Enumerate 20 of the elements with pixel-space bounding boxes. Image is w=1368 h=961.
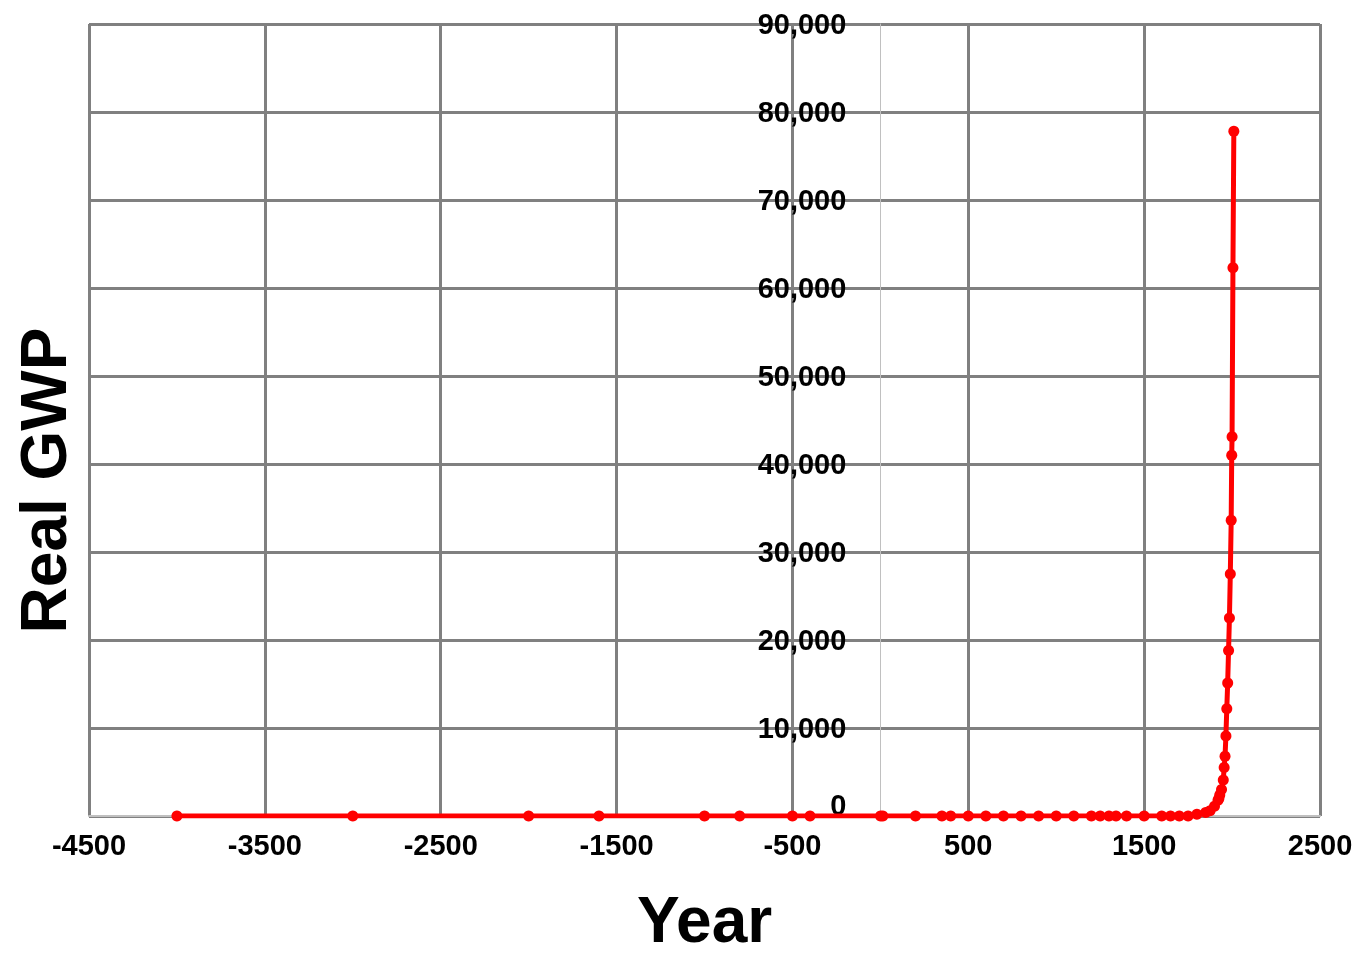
y-tick-label: 20,000 <box>757 624 847 656</box>
y-tick-label: 40,000 <box>757 448 847 480</box>
y-tick-label: 60,000 <box>757 272 847 304</box>
y-tick-label: 90,000 <box>757 8 847 40</box>
x-tick-label: -500 <box>763 828 822 861</box>
x-tick-label: -3500 <box>227 828 302 861</box>
y-tick-label: 50,000 <box>757 360 847 392</box>
x-tick-label: -2500 <box>403 828 478 861</box>
y-axis-title: Real GWP <box>8 327 80 634</box>
y-tick-label: 0 <box>830 789 847 821</box>
y-tick-label: 70,000 <box>757 184 847 216</box>
x-tick-label: 2500 <box>1287 828 1353 861</box>
x-tick-label: -1500 <box>579 828 654 861</box>
x-tick-label: 500 <box>944 828 993 861</box>
x-tick-label: -4500 <box>51 828 127 861</box>
x-tick-label: 1500 <box>1111 828 1177 861</box>
y-tick-label: 30,000 <box>757 536 847 568</box>
x-axis-title: Year <box>636 884 773 956</box>
y-tick-label: 10,000 <box>757 712 847 744</box>
y-tick-label: 80,000 <box>757 96 847 128</box>
